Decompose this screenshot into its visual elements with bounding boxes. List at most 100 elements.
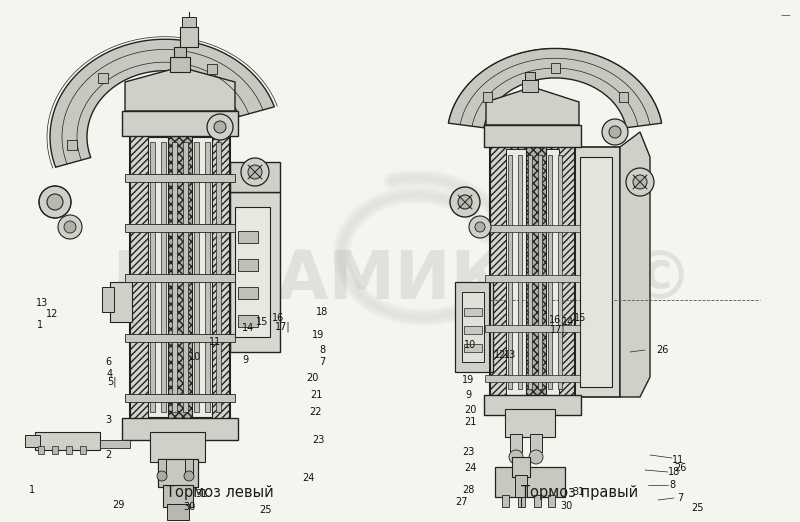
- Text: 18: 18: [668, 467, 680, 477]
- Ellipse shape: [626, 168, 654, 196]
- Bar: [161, 142, 166, 412]
- Bar: [238, 259, 258, 271]
- Bar: [619, 91, 628, 101]
- Ellipse shape: [214, 121, 226, 133]
- Bar: [483, 91, 492, 101]
- Bar: [150, 432, 205, 462]
- Bar: [502, 495, 509, 507]
- Text: 7: 7: [319, 357, 325, 367]
- Polygon shape: [448, 49, 662, 128]
- Text: 27: 27: [456, 497, 468, 507]
- Bar: [205, 142, 210, 412]
- Bar: [551, 63, 560, 73]
- Text: 8: 8: [669, 480, 675, 490]
- Bar: [548, 155, 552, 389]
- Bar: [125, 274, 235, 282]
- Bar: [25, 435, 40, 447]
- Bar: [110, 282, 132, 322]
- Bar: [98, 73, 108, 83]
- Ellipse shape: [458, 195, 472, 209]
- Bar: [130, 122, 230, 432]
- Bar: [80, 446, 86, 454]
- Bar: [464, 308, 482, 316]
- Text: 19: 19: [462, 375, 474, 385]
- Bar: [485, 275, 580, 282]
- Text: 1: 1: [29, 485, 35, 495]
- Text: Тормоз левый: Тормоз левый: [166, 484, 274, 500]
- Text: 20: 20: [464, 405, 476, 415]
- Ellipse shape: [469, 216, 491, 238]
- Bar: [216, 142, 221, 412]
- Bar: [575, 147, 620, 397]
- Bar: [490, 137, 575, 407]
- Bar: [122, 418, 238, 440]
- Text: 17|: 17|: [550, 325, 566, 335]
- Bar: [148, 137, 212, 417]
- Text: 30: 30: [183, 502, 195, 512]
- Bar: [538, 155, 542, 389]
- Ellipse shape: [609, 126, 621, 138]
- Text: 29: 29: [112, 500, 124, 510]
- Text: 9: 9: [465, 390, 471, 400]
- Bar: [183, 142, 188, 412]
- Bar: [100, 440, 130, 448]
- Text: ДИНАМИКА 7©: ДИНАМИКА 7©: [106, 247, 694, 313]
- Bar: [485, 375, 580, 382]
- Ellipse shape: [475, 222, 485, 232]
- Text: 31: 31: [572, 487, 584, 497]
- Bar: [238, 287, 258, 299]
- Bar: [495, 467, 565, 497]
- Bar: [194, 142, 199, 412]
- Bar: [455, 282, 493, 372]
- Text: 22: 22: [310, 407, 322, 417]
- Text: 14: 14: [562, 317, 574, 327]
- Text: 1: 1: [37, 320, 43, 330]
- Text: 30: 30: [560, 501, 572, 511]
- Text: 24: 24: [302, 473, 314, 483]
- Ellipse shape: [64, 221, 76, 233]
- Text: 26: 26: [674, 463, 686, 473]
- Text: 18: 18: [316, 307, 328, 317]
- Bar: [67, 140, 78, 150]
- Text: —: —: [780, 10, 790, 20]
- Bar: [122, 111, 238, 136]
- Text: 15: 15: [256, 317, 268, 327]
- Bar: [534, 495, 541, 507]
- Text: 25: 25: [692, 503, 704, 513]
- Text: 17|: 17|: [275, 322, 291, 332]
- Text: 23: 23: [462, 447, 474, 457]
- Text: 16: 16: [272, 313, 284, 323]
- Bar: [167, 504, 189, 520]
- Bar: [235, 207, 270, 337]
- Text: 11: 11: [672, 455, 684, 465]
- Text: 13: 13: [36, 298, 48, 308]
- Polygon shape: [125, 67, 235, 111]
- Bar: [464, 326, 482, 334]
- Bar: [125, 334, 235, 342]
- Text: 21: 21: [310, 390, 322, 400]
- Bar: [528, 155, 532, 389]
- Text: 11: 11: [209, 337, 221, 347]
- Bar: [548, 495, 555, 507]
- Text: 25: 25: [258, 505, 271, 515]
- Text: 13: 13: [504, 350, 516, 360]
- Ellipse shape: [450, 187, 480, 217]
- Text: 7: 7: [677, 493, 683, 503]
- Bar: [170, 57, 190, 72]
- Ellipse shape: [602, 119, 628, 145]
- Bar: [172, 142, 177, 412]
- Text: 2: 2: [105, 450, 111, 460]
- Bar: [530, 434, 542, 452]
- Bar: [230, 192, 280, 352]
- Text: Тормоз правый: Тормоз правый: [522, 484, 638, 500]
- Text: 20: 20: [306, 373, 318, 383]
- Text: 12: 12: [494, 350, 506, 360]
- Bar: [125, 224, 235, 232]
- Bar: [558, 155, 562, 389]
- Bar: [490, 137, 575, 407]
- Bar: [484, 395, 581, 415]
- Bar: [158, 459, 198, 487]
- Bar: [207, 64, 217, 74]
- Text: 8: 8: [319, 345, 325, 355]
- Bar: [580, 157, 612, 387]
